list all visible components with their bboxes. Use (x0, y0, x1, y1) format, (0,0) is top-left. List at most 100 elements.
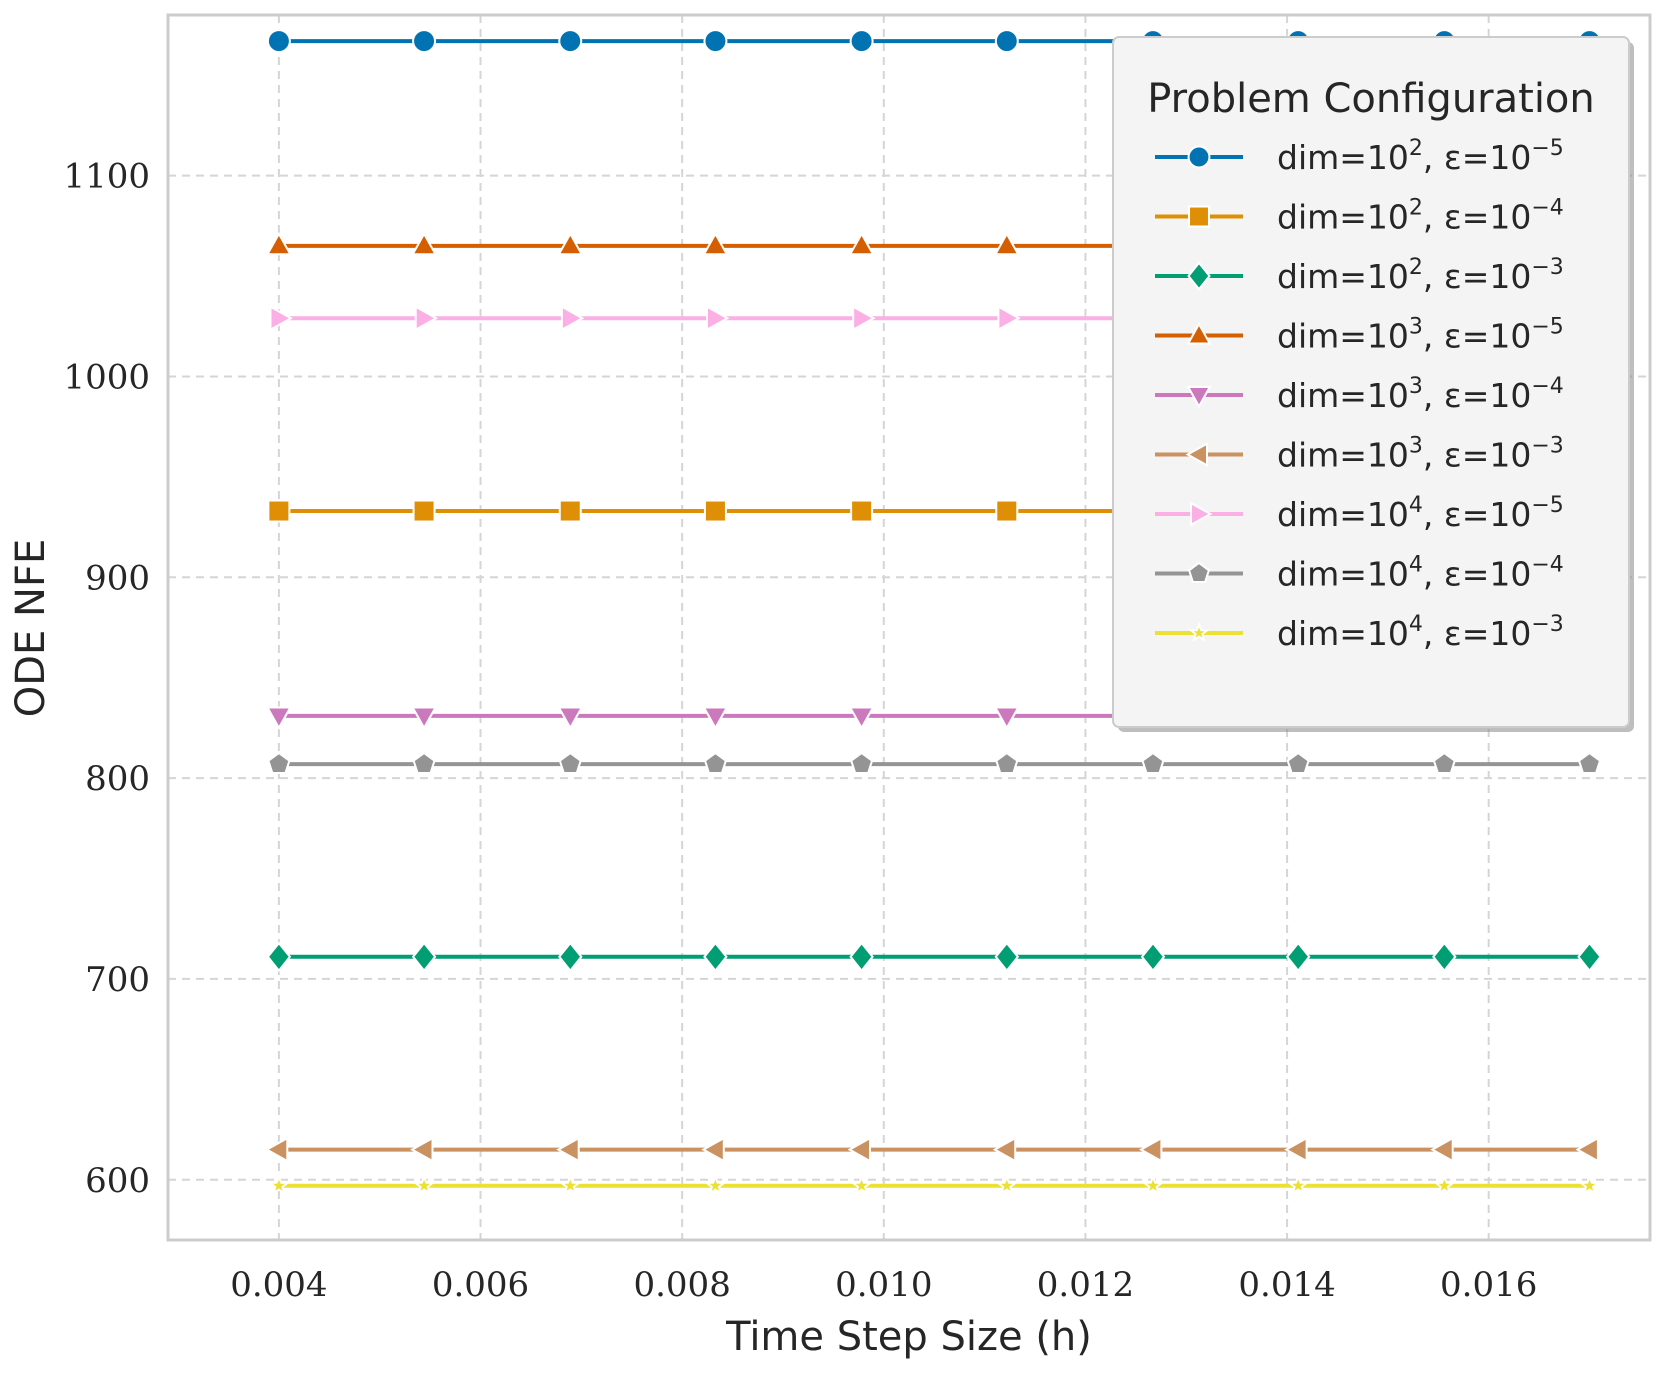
data-point (1430, 1136, 1454, 1163)
legend-label: dim=103, ε=10−3 (1277, 434, 1564, 475)
data-point (558, 499, 582, 523)
legend-entry: dim=102, ε=10−4 (1155, 196, 1564, 237)
legend-marker (1187, 561, 1211, 583)
data-point (1140, 941, 1166, 973)
data-point (1141, 751, 1165, 774)
data-point (702, 706, 729, 730)
data-point (558, 29, 583, 54)
data-point (560, 305, 585, 332)
data-point (269, 305, 293, 332)
data-point (266, 941, 292, 973)
x-tick-label: 0.008 (633, 1265, 730, 1305)
data-point (997, 305, 1021, 332)
data-point (267, 751, 291, 774)
x-tick-label: 0.012 (1037, 1265, 1134, 1305)
data-point (703, 29, 728, 54)
legend-entry: dim=103, ε=10−5 (1155, 315, 1564, 356)
series-9 (267, 1173, 1601, 1196)
legend-label: dim=104, ε=10−4 (1277, 553, 1564, 594)
legend-marker (1186, 386, 1212, 409)
x-tick-label: 0.014 (1238, 1265, 1335, 1305)
data-point (701, 1136, 725, 1163)
legend-entries: dim=102, ε=10−5 dim=102, ε=10−4 dim=102, ε… (1155, 136, 1564, 653)
data-point (850, 751, 874, 774)
data-point (265, 231, 293, 256)
data-point (558, 941, 583, 973)
data-point (848, 706, 875, 730)
data-point (703, 751, 728, 774)
legend-label: dim=102, ε=10−5 (1277, 136, 1564, 177)
legend-label: dim=102, ε=10−3 (1277, 255, 1564, 296)
legend-label: dim=102, ε=10−4 (1277, 196, 1564, 237)
data-point (558, 1173, 582, 1196)
y-tick-label: 700 (85, 960, 150, 1000)
x-tick-label: 0.010 (835, 1265, 932, 1305)
legend-box (1112, 36, 1630, 728)
data-point (995, 1173, 1019, 1196)
series-6 (264, 1136, 1599, 1163)
data-point (703, 499, 727, 523)
data-point (556, 1136, 580, 1163)
data-point (993, 231, 1020, 256)
data-point (412, 751, 436, 774)
data-point (557, 231, 584, 256)
data-point (1575, 1136, 1599, 1163)
data-point (1284, 1136, 1308, 1163)
data-point (702, 231, 729, 256)
plot-frame (166, 13, 1652, 1242)
data-point (706, 305, 730, 332)
data-point (992, 1136, 1017, 1163)
data-point (1286, 751, 1310, 774)
legend-entry: dim=102, ε=10−3 (1155, 255, 1564, 296)
data-point (264, 1136, 289, 1163)
data-point (847, 1136, 871, 1163)
data-point (850, 499, 874, 523)
legend-marker (1187, 261, 1211, 291)
y-tick-label: 900 (85, 558, 150, 598)
legend-marker (1188, 205, 1210, 228)
data-point (1286, 1173, 1310, 1196)
data-point (1138, 1136, 1163, 1163)
legend-entry: dim=104, ε=10−5 (1155, 493, 1564, 534)
data-point (267, 1173, 291, 1196)
data-point (414, 305, 439, 332)
data-point (412, 29, 437, 54)
data-point (849, 29, 874, 54)
tick-labels: 0.004 0.006 0.008 0.010 0.012 0.014 0.016 600 70… (63, 157, 1537, 1305)
data-point (410, 706, 438, 730)
x-tick-label: 0.016 (1440, 1265, 1537, 1305)
data-point (557, 706, 584, 730)
data-point (267, 499, 291, 523)
legend-label: dim=104, ε=10−3 (1277, 612, 1564, 653)
y-tick-label: 1000 (63, 357, 150, 397)
x-axis-label: Time Step Size (h) (725, 1314, 1092, 1360)
data-point (850, 1173, 873, 1196)
legend-label: dim=104, ε=10−5 (1277, 493, 1564, 534)
legend-entry: dim=104, ε=10−3 (1155, 612, 1564, 653)
data-point (848, 231, 875, 256)
data-point (1432, 941, 1457, 973)
data-point (994, 941, 1020, 973)
data-point (1578, 1173, 1601, 1196)
y-axis-label: ODE NFE (8, 539, 54, 717)
series-8 (267, 751, 1602, 774)
legend: Problem Configuration dim=102, ε=10−5dim… (1112, 36, 1634, 732)
data-point (995, 499, 1019, 523)
data-point (1577, 941, 1602, 973)
y-tick-label: 800 (85, 759, 150, 799)
data-point (410, 231, 438, 256)
data-point (994, 29, 1019, 54)
data-point (411, 941, 437, 973)
legend-entry: dim=102, ε=10−5 (1155, 136, 1564, 177)
data-point (412, 499, 436, 523)
legend-marker (1186, 322, 1212, 345)
data-point (1577, 751, 1602, 774)
data-point (410, 1136, 434, 1163)
series-3 (266, 941, 1602, 973)
y-tick-label: 1100 (63, 157, 150, 197)
legend-marker (1190, 501, 1213, 527)
data-point (266, 29, 291, 54)
data-point (558, 751, 582, 774)
legend-entry: dim=103, ε=10−3 (1155, 434, 1564, 475)
x-tick-label: 0.006 (432, 1265, 529, 1305)
